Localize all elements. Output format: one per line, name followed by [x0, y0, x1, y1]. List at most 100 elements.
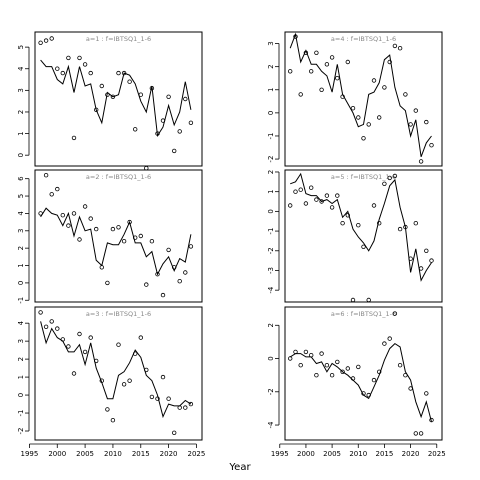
x-tick-label: 2015: [376, 450, 394, 458]
data-point: [293, 189, 298, 194]
data-point: [424, 248, 429, 253]
data-point: [309, 69, 314, 74]
data-point: [403, 92, 408, 97]
data-point: [116, 225, 121, 230]
fitted-line: [40, 207, 192, 276]
fitted-line: [289, 32, 432, 157]
data-point: [138, 335, 143, 340]
data-point: [340, 94, 345, 99]
data-point: [55, 326, 60, 331]
y-tick-label: -2: [267, 156, 275, 163]
data-point: [166, 94, 171, 99]
y-tick-label: 3: [17, 88, 25, 92]
data-point: [43, 324, 49, 329]
data-point: [60, 70, 65, 76]
panel-title: a=1 : f=IBTSQ1_1-6: [86, 35, 151, 43]
data-point: [110, 226, 116, 232]
data-point: [82, 349, 88, 355]
data-point: [413, 108, 418, 113]
data-point: [82, 62, 88, 67]
y-tick-label: 2: [267, 170, 275, 174]
panel-title: a=3 : f=IBTSQ1_1-6: [86, 310, 151, 318]
data-point: [77, 331, 82, 337]
data-point: [183, 270, 188, 275]
data-point: [366, 122, 371, 127]
data-point: [121, 70, 127, 76]
data-point: [177, 279, 182, 284]
data-point: [361, 136, 366, 141]
data-point: [298, 187, 303, 192]
data-point: [127, 378, 132, 383]
y-tick-label: 2: [267, 64, 275, 68]
data-point: [155, 131, 160, 136]
data-point: [160, 118, 166, 123]
data-point: [392, 173, 398, 179]
data-point: [382, 341, 387, 346]
data-point: [418, 431, 424, 436]
data-point: [177, 405, 182, 410]
fitted-line: [290, 172, 432, 282]
data-point: [38, 211, 43, 216]
data-point: [132, 127, 138, 132]
data-point: [345, 213, 350, 218]
data-point: [356, 222, 361, 228]
data-point: [377, 220, 382, 226]
x-tick-label: 2010: [104, 450, 122, 458]
data-point: [171, 148, 177, 154]
data-point: [155, 396, 160, 401]
data-point: [288, 203, 293, 208]
data-point: [93, 358, 99, 364]
x-tick-label: 2020: [402, 450, 420, 458]
data-point: [356, 364, 361, 370]
y-tick-label: 1: [17, 375, 25, 379]
data-point: [314, 197, 319, 202]
y-tick-label: -4: [267, 421, 275, 429]
panel-4: a=5 : f=IBTSQ1_1-6 -4 -3 -2 -1 0 1 2: [267, 169, 443, 303]
data-point: [361, 244, 366, 249]
data-point: [366, 392, 371, 398]
data-point: [121, 382, 127, 387]
data-point: [71, 211, 77, 216]
data-point: [366, 297, 371, 303]
data-point: [298, 92, 303, 97]
y-tick-label: 6: [17, 176, 25, 181]
data-point: [105, 280, 110, 286]
data-point: [127, 79, 132, 84]
y-tick-label: -1: [267, 132, 275, 139]
data-point: [319, 87, 324, 92]
data-point: [155, 272, 160, 277]
data-point: [382, 85, 387, 90]
data-point: [177, 129, 182, 134]
y-tick-label: 0: [17, 393, 25, 397]
y-tick-label: 3: [17, 339, 25, 343]
y-tick-label: -2: [267, 388, 275, 395]
x-tick-label: 1995: [21, 450, 39, 458]
data-point: [429, 417, 434, 423]
data-point: [60, 212, 65, 218]
data-point: [293, 349, 298, 355]
data-point: [88, 335, 93, 340]
data-point: [392, 43, 398, 49]
data-point: [335, 359, 340, 365]
data-point: [183, 405, 188, 410]
y-tick-label: 5: [17, 45, 25, 49]
data-point: [377, 115, 382, 120]
data-point: [298, 363, 303, 368]
data-point: [77, 237, 82, 242]
data-point: [171, 265, 177, 270]
panel-title: a=6 : f=IBTSQ1_1-6: [331, 310, 396, 318]
data-point: [66, 344, 71, 349]
panel-frame: [34, 306, 203, 441]
y-tick-label: -1: [267, 228, 275, 235]
data-point: [93, 107, 99, 112]
data-point: [408, 386, 413, 391]
x-axis-label: Year: [228, 462, 251, 473]
y-tick-label: -4: [267, 286, 275, 294]
data-point: [413, 220, 418, 226]
data-point: [60, 337, 65, 342]
y-tick-label: -1: [17, 410, 25, 417]
data-point: [329, 205, 335, 210]
data-point: [144, 165, 149, 171]
data-point: [160, 374, 166, 380]
